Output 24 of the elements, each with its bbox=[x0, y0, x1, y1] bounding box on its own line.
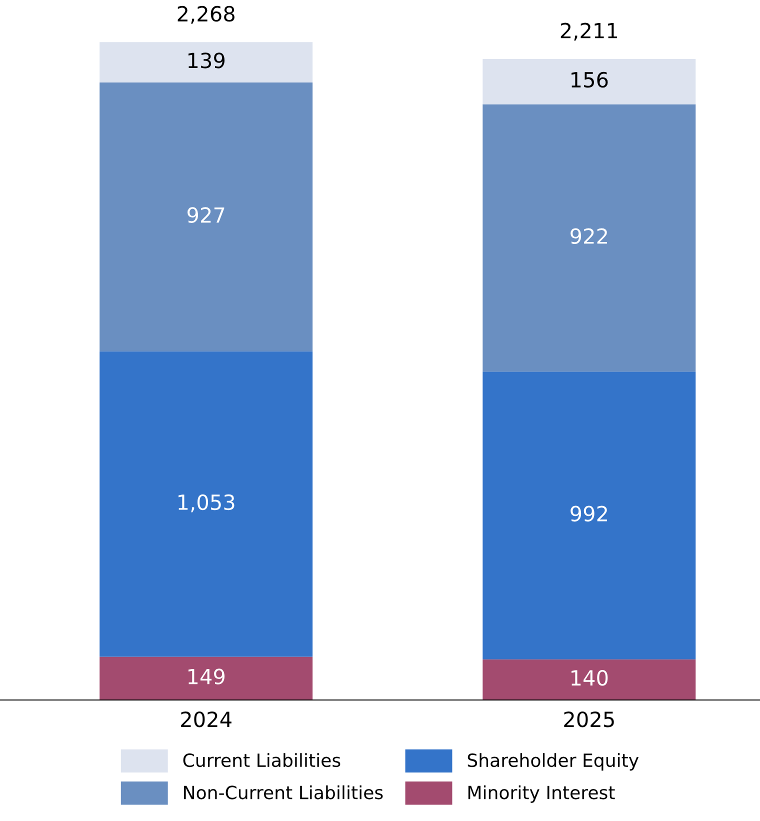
bar bbox=[100, 82, 313, 352]
bar bbox=[482, 659, 696, 700]
legend-label: Non-Current Liabilities bbox=[184, 785, 383, 800]
total-label: 2,211 bbox=[560, 22, 618, 41]
x-tick-label: 2024 bbox=[181, 711, 232, 728]
data-label: 922 bbox=[570, 228, 607, 244]
data-label: 156 bbox=[572, 72, 608, 88]
data-label: 139 bbox=[188, 52, 225, 68]
legend-label: Shareholder Equity bbox=[468, 753, 639, 771]
total-label: 2,268 bbox=[178, 6, 234, 24]
bar bbox=[100, 42, 313, 82]
legend-label: Current Liabilities bbox=[183, 753, 340, 768]
bar bbox=[482, 372, 696, 660]
data-label: 992 bbox=[570, 506, 607, 522]
bar bbox=[482, 104, 696, 372]
data-label: 1,053 bbox=[178, 494, 234, 512]
bar bbox=[100, 656, 313, 700]
data-label: 149 bbox=[188, 668, 225, 684]
data-label: 140 bbox=[572, 670, 608, 686]
x-tick-label: 2025 bbox=[564, 711, 614, 728]
legend-label: Minority Interest bbox=[468, 785, 615, 803]
bar bbox=[100, 351, 313, 657]
data-label: 927 bbox=[188, 207, 224, 223]
bar bbox=[482, 58, 696, 104]
